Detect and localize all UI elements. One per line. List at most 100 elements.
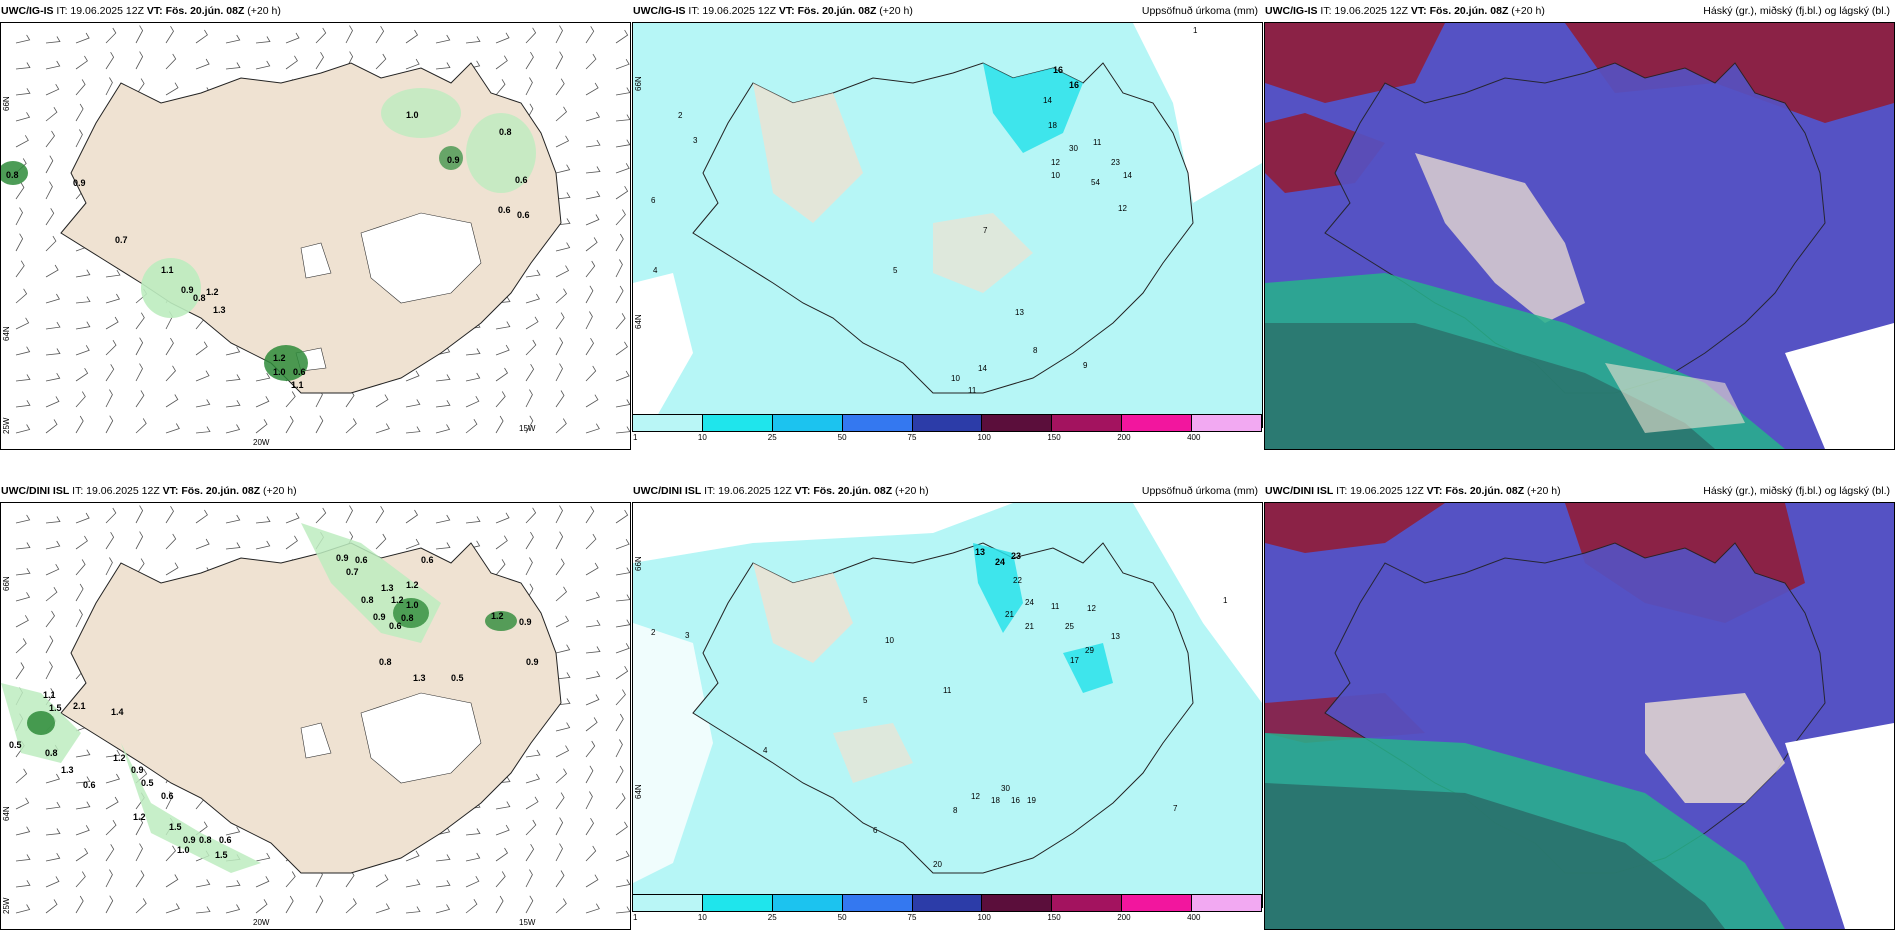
wind-barb [75, 269, 91, 278]
wind-barb [75, 559, 86, 576]
wind-barb [225, 424, 241, 434]
panel-dini-wind: UWC/DINI ISL IT: 19.06.2025 12Z VT: Fös.… [0, 480, 631, 930]
panel-title: Háský (gr.), miðský (fj.bl.) og lágský (… [1703, 485, 1890, 497]
svg-text:0.5: 0.5 [451, 673, 464, 683]
wind-barb [585, 694, 600, 706]
svg-text:0.8: 0.8 [6, 170, 19, 180]
wind-barb [195, 399, 211, 408]
wind-barb [525, 531, 534, 550]
model-label: UWC/DINI ISL [633, 485, 702, 497]
wind-barb [555, 768, 568, 784]
wind-barb [105, 773, 121, 784]
wind-barb [15, 88, 31, 96]
wind-barb [495, 344, 510, 356]
wind-barb [585, 82, 599, 96]
colorbar-swatch [701, 894, 773, 912]
wind-barb [105, 364, 115, 382]
svg-text:13: 13 [1015, 308, 1024, 317]
wind-barb [195, 341, 208, 356]
colorbar-swatch [1191, 414, 1262, 432]
wind-barb [135, 505, 144, 524]
colorbar-swatch [1191, 894, 1262, 912]
wind-barb [105, 77, 113, 96]
svg-text:0.8: 0.8 [45, 748, 58, 758]
wind-barb [75, 55, 88, 70]
wind-barb [285, 55, 298, 70]
wind-barb [315, 415, 324, 434]
wind-barb [75, 801, 91, 810]
wind-barb [45, 208, 55, 226]
svg-text:9: 9 [1083, 361, 1088, 370]
svg-text:21: 21 [1025, 622, 1034, 631]
svg-text:1.2: 1.2 [133, 812, 146, 822]
wind-barb [585, 190, 601, 200]
wind-barb [555, 817, 564, 836]
wind-barb [75, 79, 86, 96]
wind-barb [15, 826, 31, 836]
svg-text:0.9: 0.9 [183, 835, 196, 845]
wind-barb [195, 426, 211, 434]
wind-barb [105, 415, 114, 434]
model-label: UWC/DINI ISL [1, 485, 70, 497]
wind-barb [555, 792, 565, 810]
wind-barb [585, 365, 597, 382]
wind-barb [435, 854, 451, 862]
wind-barb [15, 904, 31, 914]
map-frame [1264, 502, 1895, 930]
wind-barb [555, 615, 570, 628]
wind-barb [615, 739, 623, 758]
wind-barb [165, 533, 177, 550]
wind-barb [105, 389, 113, 408]
wind-barb [105, 507, 117, 524]
wind-barb [225, 826, 241, 836]
wind-barb [495, 512, 510, 524]
valid-time: VT: Fös. 20.jún. 08Z [794, 485, 893, 497]
wind-barb [555, 505, 563, 524]
wind-barb [465, 395, 480, 408]
wind-barb [15, 424, 31, 434]
wind-barb [15, 207, 23, 226]
wind-barb [525, 796, 539, 810]
wind-barb [75, 776, 91, 784]
svg-text:7: 7 [983, 226, 988, 235]
wind-barb [555, 51, 564, 70]
svg-text:6: 6 [873, 826, 878, 835]
svg-text:0.6: 0.6 [421, 555, 434, 565]
svg-text:54: 54 [1091, 178, 1100, 187]
wind-barb [585, 562, 599, 576]
valid-time: VT: Fös. 20.jún. 08Z [162, 485, 261, 497]
wind-barb [45, 635, 54, 654]
wind-barb [45, 235, 57, 252]
wind-barb [525, 316, 539, 330]
wind-barb [105, 27, 117, 44]
wind-barb [615, 509, 629, 524]
model-label: UWC/DINI ISL [1265, 485, 1334, 497]
wind-barb [495, 895, 504, 914]
svg-text:64N: 64N [2, 806, 11, 821]
wind-barb [615, 87, 630, 96]
colorbar-swatch [841, 894, 913, 912]
svg-text:21: 21 [1005, 610, 1014, 619]
svg-text:10: 10 [951, 374, 960, 383]
wind-barb [135, 390, 145, 408]
svg-text:0.5: 0.5 [141, 778, 154, 788]
wind-barb [165, 874, 179, 888]
wind-barb [585, 533, 597, 550]
wind-barb [285, 415, 294, 434]
glacier-vatnajokull [360, 212, 482, 304]
wind-barb [465, 898, 478, 914]
init-time: IT: 19.06.2025 12Z [688, 5, 776, 17]
wind-barb [525, 293, 541, 304]
colorbar-swatch [981, 894, 1053, 912]
svg-text:0.9: 0.9 [73, 178, 86, 188]
wind-barb [45, 828, 61, 836]
svg-text:0.8: 0.8 [199, 835, 212, 845]
init-time: IT: 19.06.2025 12Z [56, 5, 144, 17]
wind-barb [555, 698, 571, 706]
svg-text:14: 14 [978, 364, 987, 373]
wind-barb [615, 665, 629, 680]
precip-green-areas [1, 523, 517, 873]
wind-barb [615, 139, 630, 148]
map-frame: 0.9 0.6 0.7 1.2 0.6 1.3 1.2 0.8 1.0 0.9 … [0, 502, 631, 930]
wind-barb [615, 341, 628, 356]
